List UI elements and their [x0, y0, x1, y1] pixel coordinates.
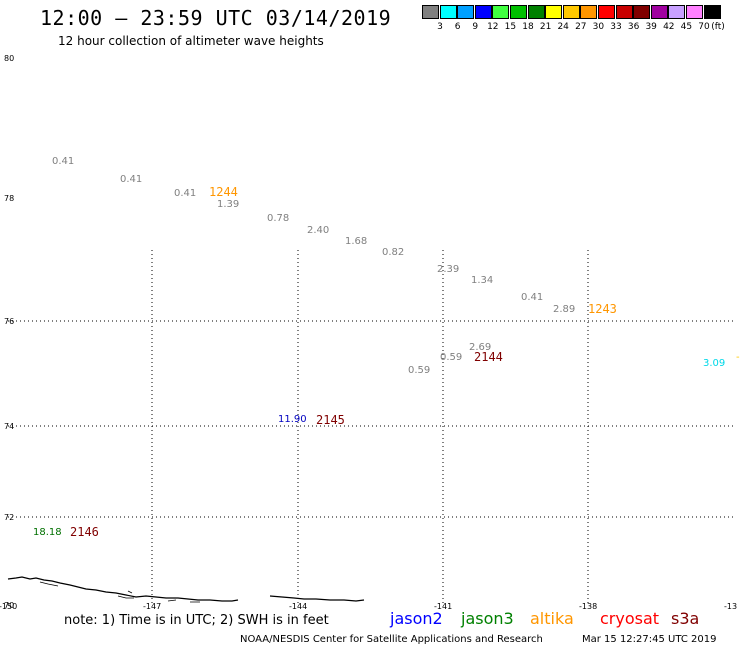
- longitude-tick-label: -141: [434, 602, 452, 611]
- legend-swatch: [580, 5, 598, 19]
- coastline: [7, 576, 365, 603]
- legend-swatch: [545, 5, 563, 19]
- legend-label: 24: [557, 22, 569, 32]
- legend-label: 12: [487, 22, 499, 32]
- edge-mark: -: [736, 352, 740, 363]
- pass-time-label: 2146: [70, 525, 99, 539]
- legend-swatch: [562, 5, 580, 19]
- legend-swatch: [439, 5, 457, 19]
- wave-height-label: 1.68: [345, 236, 367, 247]
- wave-height-label: 0.78: [267, 213, 289, 224]
- legend-swatch: [686, 5, 703, 19]
- graticule: 80 78 76 74 72 70-150 -147 -144 -141 -138 -13: [0, 54, 737, 611]
- wave-height-label: 1.39: [217, 199, 239, 210]
- latitude-tick-label: 76: [4, 317, 14, 326]
- legend-label: 3: [437, 22, 443, 32]
- longitude-tick-label: -13: [724, 602, 737, 611]
- wave-height-label: 0.41: [52, 156, 74, 167]
- legend-unit: (ft): [711, 22, 725, 32]
- legend-label: 30: [592, 22, 605, 32]
- pass-time-label: 1243: [588, 302, 617, 316]
- wave-height-label: 11.90: [278, 414, 307, 425]
- wave-height-label: 0.41: [120, 174, 142, 185]
- pass-time-label: 1244: [209, 185, 238, 199]
- legend-label: 36: [627, 22, 640, 32]
- wave-height-label: 0.59: [408, 365, 430, 376]
- legend-swatch: [668, 5, 686, 19]
- wave-height-label: 2.89: [553, 304, 575, 315]
- wave-height-label: 0.82: [382, 247, 404, 258]
- legend-swatch: [598, 5, 615, 19]
- latitude-tick-label: 72: [4, 513, 14, 522]
- wave-height-label: 0.41: [174, 188, 196, 199]
- credit-line: NOAA/NESDIS Center for Satellite Applica…: [240, 634, 543, 645]
- satellite-name: altika: [530, 609, 574, 628]
- generated-time: Mar 15 12:27:45 UTC 2019: [582, 634, 717, 645]
- legend-swatch: [527, 5, 545, 19]
- legend-swatch: [650, 5, 668, 19]
- legend-swatch: [492, 5, 510, 19]
- wave-height-label: 18.18: [33, 527, 62, 538]
- wave-height-label: 2.39: [437, 264, 459, 275]
- legend-swatch: [457, 5, 475, 19]
- legend-swatch: [615, 5, 633, 19]
- longitude-tick-label: -144: [289, 602, 307, 611]
- legend-label: 6: [454, 22, 461, 32]
- satellite-name: cryosat: [600, 609, 660, 628]
- wave-height-label: 3.09: [703, 358, 725, 369]
- wave-height-label: 2.69: [469, 342, 491, 353]
- map-subtitle: 12 hour collection of altimeter wave hei…: [58, 34, 324, 48]
- pass-time-label: 2144: [474, 350, 503, 364]
- alaska-coastline: [7, 576, 239, 602]
- latitude-tick-label: 80: [4, 54, 14, 63]
- satellite-name: s3a: [671, 609, 700, 628]
- map-title: 12:00 – 23:59 UTC 03/14/2019: [40, 6, 392, 30]
- legend-label: 39: [645, 22, 657, 32]
- longitude-tick-label: -150: [0, 602, 17, 611]
- wave-height-label: 2.40: [307, 225, 329, 236]
- latitude-tick-label: 70: [4, 601, 14, 610]
- legend-label: 70: [698, 22, 710, 32]
- latitude-tick-label: 78: [4, 194, 14, 203]
- alaska-coastline-east: [269, 595, 365, 602]
- wave-height-label: 0.41: [521, 292, 543, 303]
- legend-swatch: [510, 5, 527, 19]
- coast-detail: [39, 581, 200, 603]
- legend-label: 42: [663, 22, 675, 32]
- longitude-tick-label: -147: [143, 602, 161, 611]
- legend-label: 27: [575, 22, 587, 32]
- satellite-name: jason3: [461, 609, 514, 628]
- legend-label: 21: [539, 22, 552, 32]
- wave-height-label: 1.34: [471, 275, 493, 286]
- legend-swatch: [474, 5, 492, 19]
- legend-label: 9: [472, 22, 479, 32]
- legend-swatch: [703, 5, 721, 19]
- legend-swatch: [422, 5, 439, 19]
- legend-swatch: [633, 5, 651, 19]
- wave-height-label: 0.59: [440, 352, 462, 363]
- latitude-tick-label: 74: [4, 422, 14, 431]
- legend-label: 18: [522, 22, 534, 32]
- satellite-name: jason2: [390, 609, 443, 628]
- legend-label: 15: [504, 22, 517, 32]
- pass-time-label: 2145: [316, 413, 345, 427]
- legend-label: 33: [610, 22, 622, 32]
- longitude-tick-label: -138: [579, 602, 597, 611]
- legend-label: 45: [680, 22, 693, 32]
- footer-note: note: 1) Time is in UTC; 2) SWH is in fe…: [64, 613, 329, 628]
